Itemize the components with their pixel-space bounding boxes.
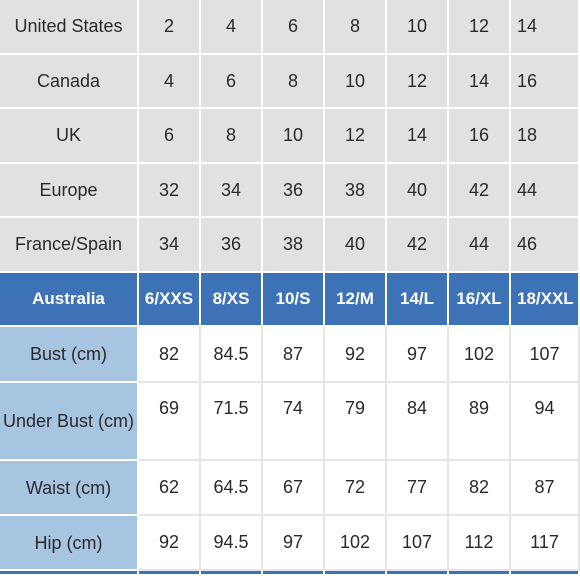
cell-under-bust-5: 84: [387, 383, 449, 461]
next-row-strip: [263, 571, 325, 574]
cell-waist-1: 62: [139, 461, 201, 516]
cell-us-1: 2: [139, 0, 201, 55]
cell-bust-3: 87: [263, 327, 325, 383]
cell-under-bust-6: 89: [449, 383, 511, 461]
cell-europe-3: 36: [263, 164, 325, 218]
next-row-strip: [201, 571, 263, 574]
cell-bust-6: 102: [449, 327, 511, 383]
cell-waist-7: 87: [511, 461, 580, 516]
cell-waist-3: 67: [263, 461, 325, 516]
cell-uk-6: 16: [449, 109, 511, 164]
cell-hip-6: 112: [449, 516, 511, 571]
cell-us-5: 10: [387, 0, 449, 55]
cell-france-7: 46: [511, 218, 580, 273]
cell-bust-1: 82: [139, 327, 201, 383]
row-label-bust: Bust (cm): [0, 327, 139, 383]
cell-europe-4: 38: [325, 164, 387, 218]
cell-us-3: 6: [263, 0, 325, 55]
cell-hip-3: 97: [263, 516, 325, 571]
cell-bust-7: 107: [511, 327, 580, 383]
cell-uk-2: 8: [201, 109, 263, 164]
cell-hip-2: 94.5: [201, 516, 263, 571]
header-size-7: 18/XXL: [511, 273, 580, 327]
next-row-strip: [325, 571, 387, 574]
cell-under-bust-2: 71.5: [201, 383, 263, 461]
next-row-strip: [387, 571, 449, 574]
cell-hip-5: 107: [387, 516, 449, 571]
header-australia: Australia: [0, 273, 139, 327]
cell-canada-3: 8: [263, 55, 325, 109]
cell-europe-5: 40: [387, 164, 449, 218]
cell-france-6: 44: [449, 218, 511, 273]
cell-under-bust-3: 74: [263, 383, 325, 461]
cell-under-bust-4: 79: [325, 383, 387, 461]
cell-france-4: 40: [325, 218, 387, 273]
cell-france-2: 36: [201, 218, 263, 273]
cell-uk-1: 6: [139, 109, 201, 164]
row-label-canada: Canada: [0, 55, 139, 109]
row-label-europe: Europe: [0, 164, 139, 218]
next-row-strip: [139, 571, 201, 574]
cell-europe-2: 34: [201, 164, 263, 218]
row-label-hip: Hip (cm): [0, 516, 139, 571]
cell-waist-6: 82: [449, 461, 511, 516]
header-size-5: 14/L: [387, 273, 449, 327]
cell-us-2: 4: [201, 0, 263, 55]
cell-uk-5: 14: [387, 109, 449, 164]
row-label-france-spain: France/Spain: [0, 218, 139, 273]
cell-uk-7: 18: [511, 109, 580, 164]
next-row-strip: [0, 571, 139, 574]
next-row-strip: [449, 571, 511, 574]
header-size-3: 10/S: [263, 273, 325, 327]
cell-hip-1: 92: [139, 516, 201, 571]
cell-uk-3: 10: [263, 109, 325, 164]
cell-waist-5: 77: [387, 461, 449, 516]
cell-us-6: 12: [449, 0, 511, 55]
cell-europe-6: 42: [449, 164, 511, 218]
header-size-6: 16/XL: [449, 273, 511, 327]
row-label-waist: Waist (cm): [0, 461, 139, 516]
header-size-4: 12/M: [325, 273, 387, 327]
cell-europe-7: 44: [511, 164, 580, 218]
cell-canada-4: 10: [325, 55, 387, 109]
cell-canada-2: 6: [201, 55, 263, 109]
row-label-uk: UK: [0, 109, 139, 164]
cell-bust-5: 97: [387, 327, 449, 383]
cell-hip-4: 102: [325, 516, 387, 571]
row-label-under-bust: Under Bust (cm): [0, 383, 139, 461]
cell-bust-2: 84.5: [201, 327, 263, 383]
row-label-us: United States: [0, 0, 139, 55]
cell-hip-7: 117: [511, 516, 580, 571]
cell-us-4: 8: [325, 0, 387, 55]
header-size-1: 6/XXS: [139, 273, 201, 327]
cell-france-3: 38: [263, 218, 325, 273]
cell-bust-4: 92: [325, 327, 387, 383]
cell-us-7: 14: [511, 0, 580, 55]
cell-canada-5: 12: [387, 55, 449, 109]
cell-waist-4: 72: [325, 461, 387, 516]
cell-uk-4: 12: [325, 109, 387, 164]
header-size-2: 8/XS: [201, 273, 263, 327]
cell-waist-2: 64.5: [201, 461, 263, 516]
cell-under-bust-7: 94: [511, 383, 580, 461]
cell-canada-7: 16: [511, 55, 580, 109]
cell-france-1: 34: [139, 218, 201, 273]
cell-under-bust-1: 69: [139, 383, 201, 461]
cell-europe-1: 32: [139, 164, 201, 218]
cell-france-5: 42: [387, 218, 449, 273]
cell-canada-6: 14: [449, 55, 511, 109]
next-row-strip: [511, 571, 580, 574]
cell-canada-1: 4: [139, 55, 201, 109]
